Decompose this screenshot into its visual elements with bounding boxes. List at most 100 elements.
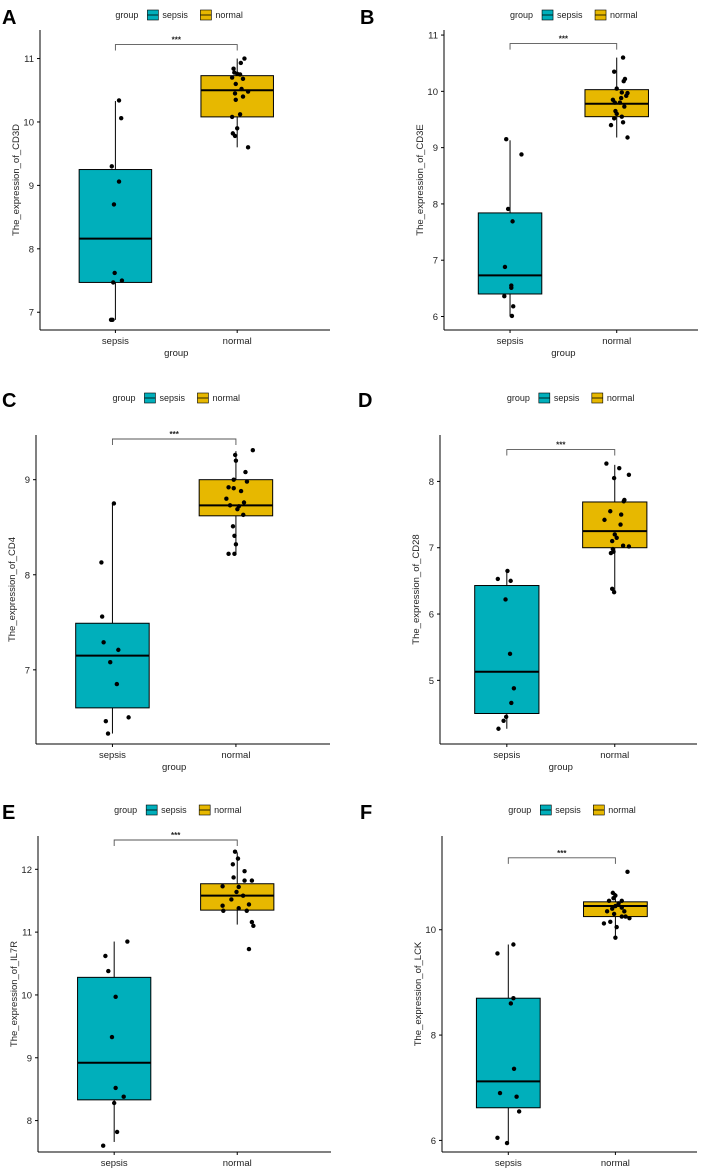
data-point [220, 884, 225, 889]
box-iqr [75, 622, 150, 709]
data-point [502, 264, 508, 270]
data-point [606, 898, 612, 903]
data-point [504, 136, 509, 142]
data-point [495, 576, 501, 582]
y-tick-label: 6 [433, 312, 438, 323]
data-point [221, 908, 226, 913]
data-point [624, 93, 629, 99]
box-normal [200, 849, 275, 952]
data-point [249, 919, 255, 925]
data-point [495, 1135, 500, 1140]
data-point [238, 488, 244, 494]
legend-title: group [114, 805, 137, 815]
y-tick-label: 6 [429, 610, 434, 621]
data-point [510, 219, 515, 224]
x-tick-label-sepsis: sepsis [495, 1158, 522, 1169]
data-point [604, 909, 610, 914]
data-point [625, 869, 630, 875]
panel-letter: D [358, 390, 372, 412]
x-axis-title: group [551, 348, 575, 359]
significance-bracket [509, 43, 618, 50]
data-point [99, 560, 104, 565]
box-sepsis [477, 136, 543, 319]
data-point [509, 313, 515, 319]
y-tick-label: 6 [431, 1136, 436, 1147]
data-point [125, 939, 130, 944]
data-point [242, 56, 247, 61]
box-sepsis [75, 501, 150, 736]
x-tick-label-normal: normal [223, 1158, 252, 1169]
data-point [614, 111, 619, 117]
box-iqr [474, 585, 540, 714]
data-point [226, 485, 231, 490]
data-point [227, 503, 233, 508]
data-point [608, 122, 614, 128]
data-point [232, 91, 238, 96]
data-point [233, 542, 239, 547]
data-point [604, 461, 609, 466]
data-point [229, 114, 235, 120]
significance-bracket [506, 449, 616, 456]
data-point [618, 95, 624, 101]
data-point [617, 100, 623, 105]
data-point [240, 893, 246, 898]
y-tick-label: 8 [29, 244, 34, 255]
data-point [226, 551, 231, 557]
data-point [511, 1066, 517, 1071]
data-point [620, 543, 626, 548]
x-tick-label-normal: normal [602, 336, 631, 347]
significance-label: *** [556, 441, 566, 450]
x-tick-label-normal: normal [600, 750, 629, 761]
significance-label: *** [559, 35, 569, 44]
data-point [509, 700, 514, 706]
y-axis-title: The_expression_of_IL7R [9, 941, 20, 1047]
data-point [610, 906, 615, 911]
x-axis-title: group [164, 1170, 188, 1172]
data-point [224, 496, 229, 501]
data-point [497, 1090, 503, 1096]
data-point [601, 921, 607, 926]
legend-label-sepsis: sepsis [162, 10, 188, 20]
data-point [619, 90, 624, 95]
data-point [614, 86, 619, 91]
data-point [511, 942, 516, 947]
data-point [101, 640, 106, 645]
data-point [618, 512, 624, 517]
significance-bracket [113, 839, 238, 846]
y-tick-label: 10 [21, 990, 32, 1001]
box-normal [582, 461, 648, 595]
data-point [233, 458, 239, 463]
data-point [245, 145, 251, 150]
data-point [113, 994, 118, 1000]
data-point [108, 317, 114, 323]
data-point [619, 898, 624, 903]
legend-label-normal: normal [215, 10, 243, 20]
panel-letter: A [2, 7, 16, 29]
data-point [608, 919, 613, 925]
data-point [230, 524, 236, 529]
data-point [609, 538, 615, 544]
legend-label-sepsis: sepsis [554, 393, 580, 403]
data-point [106, 968, 111, 974]
data-point [614, 924, 619, 930]
data-point [621, 79, 626, 84]
data-point [503, 597, 508, 602]
data-point [231, 66, 236, 71]
x-axis-title: group [550, 1170, 574, 1172]
significance-label: *** [170, 430, 180, 439]
data-point [105, 731, 111, 736]
data-point [116, 98, 122, 103]
box-normal [584, 55, 649, 140]
data-point [242, 878, 247, 883]
data-point [625, 135, 630, 140]
y-tick-label: 7 [429, 543, 434, 554]
data-point [609, 586, 615, 592]
data-point [232, 452, 238, 458]
y-tick-label: 10 [425, 925, 436, 936]
data-point [231, 486, 236, 491]
data-point [232, 533, 237, 538]
data-point [618, 522, 623, 527]
